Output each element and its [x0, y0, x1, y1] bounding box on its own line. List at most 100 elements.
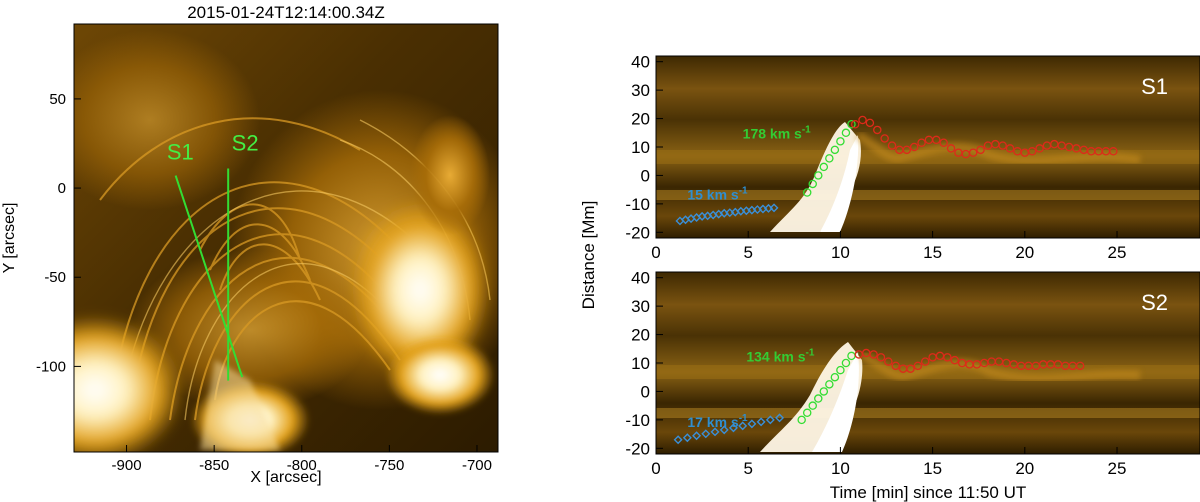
y-tick-label: 40 — [631, 269, 650, 288]
image-y-tick-label: -100 — [36, 358, 66, 375]
y-tick-label: -10 — [625, 195, 650, 214]
data-point-diamond — [673, 435, 683, 445]
data-point-fit — [825, 380, 834, 389]
data-point-oscillation — [1109, 147, 1118, 156]
image-x-tick-label: -700 — [462, 457, 492, 474]
y-tick-label: 20 — [631, 326, 650, 345]
y-tick-label: 30 — [631, 297, 650, 316]
y-tick-label: -20 — [625, 223, 650, 242]
speed-annotation: 178 km s-1 — [743, 124, 812, 141]
speed-annotation: 134 km s-1 — [746, 348, 815, 365]
data-point-oscillation — [920, 357, 930, 366]
x-tick-label: 25 — [1108, 459, 1127, 478]
data-point-diamond — [692, 431, 702, 441]
image-y-tick-label: -50 — [44, 269, 66, 286]
data-point-fit — [814, 171, 823, 180]
data-point-oscillation — [932, 135, 941, 145]
data-point-oscillation — [968, 148, 978, 157]
y-tick-label: 30 — [631, 81, 650, 100]
y-tick-label: -10 — [625, 411, 650, 430]
data-point-diamond — [738, 421, 748, 431]
x-tick-label: 5 — [743, 459, 752, 478]
x-tick-label: 10 — [831, 459, 850, 478]
data-point-oscillation — [917, 138, 926, 147]
x-tick-label: 15 — [923, 243, 942, 262]
data-point-fit — [830, 372, 840, 382]
data-point-diamond — [765, 415, 775, 425]
x-tick-label: 10 — [831, 243, 850, 262]
data-point-fit — [825, 154, 834, 163]
data-point-oscillation — [946, 144, 956, 153]
solar-image-panel: 2015-01-24T12:14:00.34Z — [1, 3, 499, 486]
data-point-fit — [802, 408, 812, 418]
image-y-axis-label: Y [arcsec] — [1, 203, 18, 274]
x-tick-label: 5 — [743, 243, 752, 262]
data-point-oscillation — [1035, 144, 1044, 153]
data-point-oscillation — [906, 364, 915, 373]
data-point-oscillation — [891, 361, 900, 371]
data-point-oscillation — [869, 350, 878, 359]
data-point-oscillation — [939, 138, 948, 147]
data-point-diamond — [775, 413, 785, 423]
y-tick-label: 0 — [641, 166, 650, 185]
td-background-s1 — [656, 56, 1200, 238]
data-marks-s1 — [675, 115, 1118, 226]
data-point-diamond — [719, 425, 729, 435]
data-point-oscillation — [913, 361, 923, 371]
slit-label-s2: S2 — [232, 131, 259, 156]
data-point-oscillation — [909, 142, 919, 152]
y-tick-label: 40 — [631, 53, 650, 72]
panel-label-s1: S1 — [1141, 74, 1168, 99]
y-tick-label: 20 — [631, 110, 650, 129]
image-frame — [73, 23, 499, 453]
data-point-oscillation — [943, 353, 952, 362]
annotations-s1: 178 km s-1 15 km s-1 — [687, 124, 811, 202]
data-point-fit — [841, 358, 851, 368]
image-title: 2015-01-24T12:14:00.34Z — [187, 3, 385, 22]
data-point-oscillation — [876, 353, 886, 362]
data-point-fit — [819, 387, 829, 396]
data-point-fit — [836, 365, 845, 375]
y-tick-label: -20 — [625, 439, 650, 458]
data-point-diamond — [710, 427, 720, 437]
data-point-oscillation — [1005, 144, 1015, 153]
speed-annotation: 15 km s-1 — [687, 186, 748, 203]
x-tick-label: 15 — [923, 459, 942, 478]
data-point-oscillation — [887, 141, 897, 150]
data-point-fit — [797, 415, 806, 425]
data-marks-s2 — [673, 348, 1085, 445]
data-point-diamond — [682, 433, 692, 443]
image-x-tick-label: -750 — [374, 457, 404, 474]
data-point-diamond — [747, 419, 757, 429]
data-point-fit — [808, 401, 817, 410]
axes-s2: 0 5 10 15 20 25 40 30 20 10 0 -10 -20 — [625, 269, 1126, 478]
x-tick-label: 25 — [1108, 243, 1127, 262]
data-point-oscillation — [880, 134, 889, 143]
data-point-oscillation — [976, 145, 985, 155]
data-point-oscillation — [850, 120, 860, 129]
x-tick-label: 20 — [1015, 459, 1034, 478]
data-point-fit — [847, 120, 856, 129]
time-distance-plot-s2: 0 5 10 15 20 25 40 30 20 10 0 -10 -20 134 km s-1 17 k… — [625, 269, 1200, 478]
data-point-fit — [819, 162, 829, 172]
data-point-diamond — [701, 429, 711, 439]
panel-label-s2: S2 — [1141, 290, 1168, 315]
time-distance-plot-s1: 0 5 10 15 20 25 40 30 20 10 0 -10 -20 178 km s-1 15 k… — [625, 53, 1200, 262]
x-tick-label: 0 — [651, 459, 660, 478]
image-x-tick-label: -800 — [287, 457, 317, 474]
speed-annotation: 17 km s-1 — [687, 413, 748, 430]
image-x-tick-label: -900 — [112, 457, 142, 474]
data-point-fit — [814, 394, 823, 403]
data-point-oscillation — [858, 115, 867, 125]
data-point-oscillation — [950, 355, 959, 365]
data-point-fit — [808, 179, 817, 189]
x-tick-label: 0 — [651, 243, 660, 262]
data-point-oscillation — [902, 145, 912, 155]
data-point-oscillation — [873, 125, 882, 135]
x-tick-label: 20 — [1015, 243, 1034, 262]
image-axes: -900 -850 -800 -750 -700 50 0 -50 -100 — [36, 91, 492, 474]
axes-s1: 0 5 10 15 20 25 40 30 20 10 0 -10 -20 — [625, 53, 1126, 262]
data-point-fit — [802, 188, 812, 197]
image-y-tick-label: 0 — [58, 180, 66, 197]
